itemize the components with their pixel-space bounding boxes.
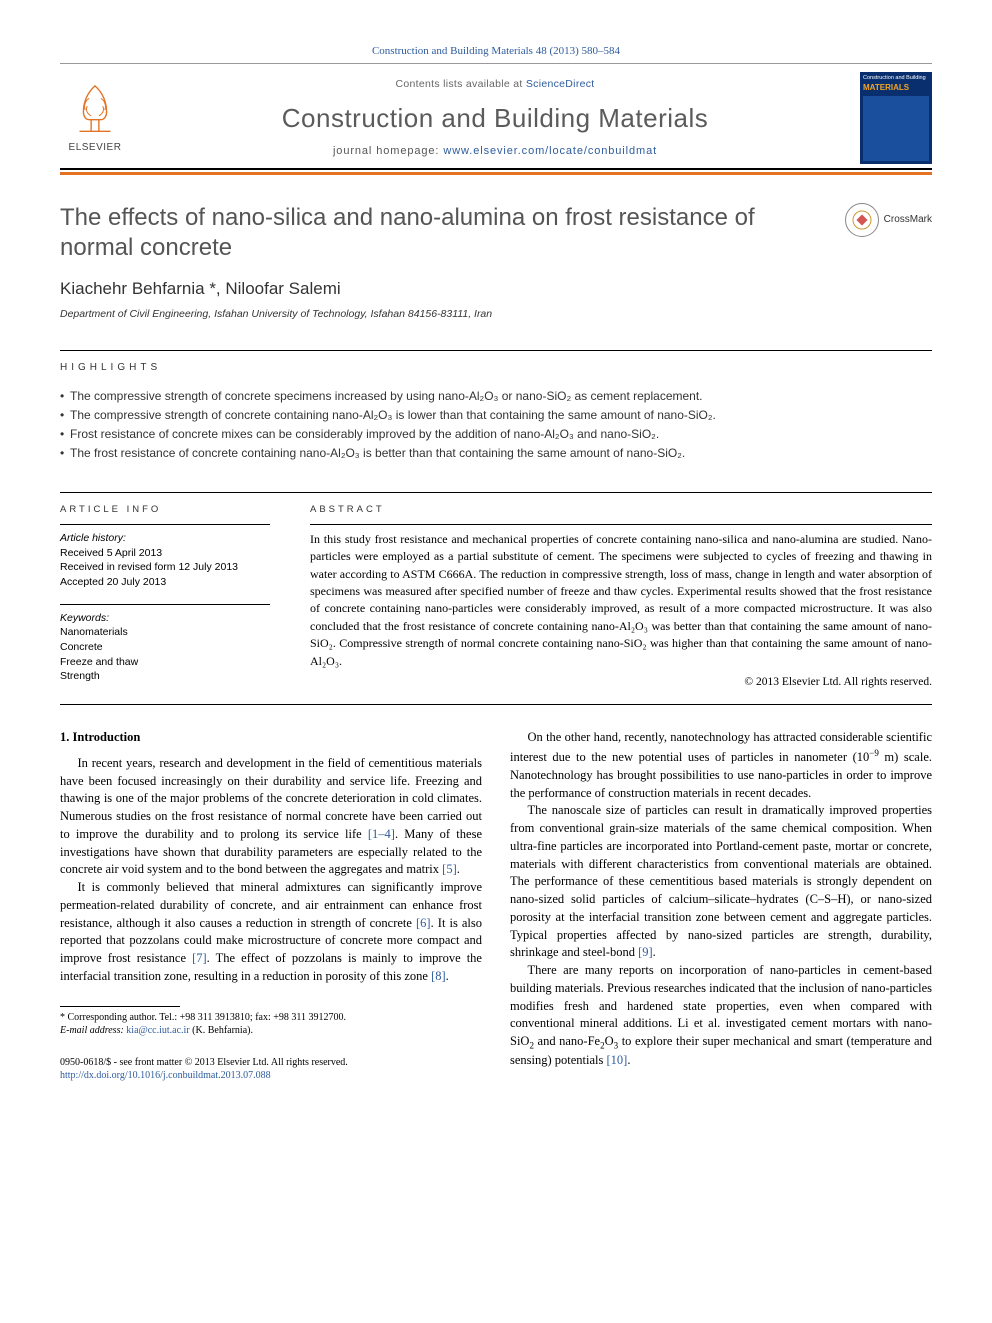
abstract-heading: ABSTRACT <box>310 503 932 516</box>
crossmark-badge[interactable]: CrossMark <box>845 203 932 237</box>
abstract-column: ABSTRACT In this study frost resistance … <box>310 503 932 691</box>
divider <box>60 604 270 605</box>
journal-title: Construction and Building Materials <box>148 100 842 136</box>
email-link[interactable]: kia@cc.iut.ac.ir <box>126 1025 189 1036</box>
keyword: Freeze and thaw <box>60 655 270 670</box>
article-info-heading: ARTICLE INFO <box>60 503 270 516</box>
divider <box>60 492 932 493</box>
sciencedirect-link[interactable]: ScienceDirect <box>526 78 595 90</box>
crossmark-label: CrossMark <box>884 213 932 227</box>
copyright-line: © 2013 Elsevier Ltd. All rights reserved… <box>310 674 932 690</box>
publisher-name: ELSEVIER <box>69 141 122 155</box>
keyword: Concrete <box>60 640 270 655</box>
citation-text[interactable]: Construction and Building Materials 48 (… <box>372 45 620 57</box>
journal-homepage: journal homepage: www.elsevier.com/locat… <box>148 144 842 159</box>
page-container: Construction and Building Materials 48 (… <box>0 0 992 1123</box>
elsevier-tree-icon <box>66 81 124 139</box>
affiliation: Department of Civil Engineering, Isfahan… <box>60 307 932 322</box>
ref-link[interactable]: [7] <box>192 951 207 965</box>
left-column: 1. Introduction In recent years, researc… <box>60 729 482 1083</box>
doi-link[interactable]: http://dx.doi.org/10.1016/j.conbuildmat.… <box>60 1070 271 1081</box>
title-block: The effects of nano-silica and nano-alum… <box>60 203 932 263</box>
journal-cover-thumbnail[interactable]: Construction and Building MATERIALS <box>860 72 932 164</box>
divider <box>60 350 932 351</box>
doi-block: 0950-0618/$ - see front matter © 2013 El… <box>60 1056 482 1083</box>
history-heading: Article history: <box>60 531 270 546</box>
keyword: Strength <box>60 669 270 684</box>
body-paragraph: On the other hand, recently, nanotechnol… <box>510 729 932 802</box>
history-received: Received 5 April 2013 <box>60 546 270 561</box>
ref-link[interactable]: [5] <box>442 862 457 876</box>
keyword: Nanomaterials <box>60 625 270 640</box>
divider <box>60 704 932 705</box>
highlight-item: The frost resistance of concrete contain… <box>60 444 932 463</box>
history-accepted: Accepted 20 July 2013 <box>60 575 270 590</box>
body-paragraph: The nanoscale size of particles can resu… <box>510 802 932 962</box>
header-center: Contents lists available at ScienceDirec… <box>148 77 842 159</box>
homepage-url[interactable]: www.elsevier.com/locate/conbuildmat <box>443 145 657 157</box>
ref-link[interactable]: [8] <box>431 969 446 983</box>
history-revised: Received in revised form 12 July 2013 <box>60 560 270 575</box>
crossmark-icon <box>845 203 879 237</box>
right-column: On the other hand, recently, nanotechnol… <box>510 729 932 1083</box>
ref-link[interactable]: [6] <box>416 916 431 930</box>
divider <box>60 524 270 525</box>
cover-title-line1: Construction and Building <box>863 75 929 81</box>
cover-title-line2: MATERIALS <box>863 82 929 93</box>
highlights-list: The compressive strength of concrete spe… <box>60 387 932 464</box>
article-info-column: ARTICLE INFO Article history: Received 5… <box>60 503 270 691</box>
keywords-heading: Keywords: <box>60 611 270 626</box>
corresponding-author-footnote: * Corresponding author. Tel.: +98 311 39… <box>60 1011 482 1038</box>
journal-header: ELSEVIER Contents lists available at Sci… <box>60 64 932 170</box>
orange-rule <box>60 172 932 175</box>
body-paragraph: There are many reports on incorporation … <box>510 962 932 1070</box>
highlight-item: The compressive strength of concrete spe… <box>60 387 932 406</box>
highlight-item: Frost resistance of concrete mixes can b… <box>60 425 932 444</box>
paper-title: The effects of nano-silica and nano-alum… <box>60 203 831 263</box>
publisher-logo[interactable]: ELSEVIER <box>60 81 130 155</box>
body-two-columns: 1. Introduction In recent years, researc… <box>60 729 932 1083</box>
footnote-separator <box>60 1006 180 1007</box>
cover-body <box>863 96 929 162</box>
authors: Kiachehr Behfarnia *, Niloofar Salemi <box>60 277 932 301</box>
ref-link[interactable]: [10] <box>607 1053 628 1067</box>
contents-available: Contents lists available at ScienceDirec… <box>148 77 842 92</box>
section-heading: 1. Introduction <box>60 729 482 747</box>
front-matter-line: 0950-0618/$ - see front matter © 2013 El… <box>60 1057 348 1068</box>
highlights-heading: HIGHLIGHTS <box>60 361 932 375</box>
ref-link[interactable]: [9] <box>638 945 653 959</box>
article-meta-row: ARTICLE INFO Article history: Received 5… <box>60 503 932 691</box>
divider <box>310 524 932 525</box>
body-paragraph: In recent years, research and developmen… <box>60 755 482 879</box>
highlight-item: The compressive strength of concrete con… <box>60 406 932 425</box>
ref-link[interactable]: [1–4] <box>368 827 395 841</box>
citation-bar: Construction and Building Materials 48 (… <box>60 40 932 64</box>
abstract-text: In this study frost resistance and mecha… <box>310 531 932 670</box>
body-paragraph: It is commonly believed that mineral adm… <box>60 879 482 986</box>
